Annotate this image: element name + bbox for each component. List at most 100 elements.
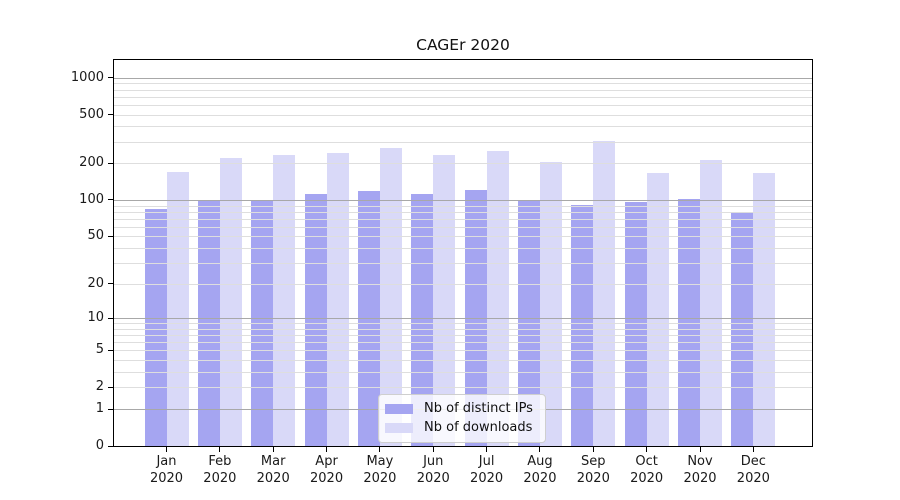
bar-downloads [700,159,722,446]
gridline [114,218,812,220]
x-tick-label: Dec 2020 [736,454,770,486]
x-tick-mark [539,447,541,452]
y-tick-mark [108,114,113,116]
y-tick-label: 5 [95,342,104,358]
x-tick-mark [219,447,221,452]
x-tick-mark [592,447,594,452]
x-tick-mark [326,447,328,452]
y-tick-mark [108,317,113,319]
gridline [114,262,812,264]
x-tick-label: Sep 2020 [576,454,610,486]
x-tick-mark [432,447,434,452]
x-tick-label: Feb 2020 [203,454,237,486]
gridline [114,236,812,238]
x-tick-mark [752,447,754,452]
gridline [114,77,812,79]
x-tick-mark [646,447,648,452]
legend: Nb of distinct IPs Nb of downloads [378,394,546,443]
gridline [114,248,812,250]
y-tick-label: 20 [87,275,104,291]
x-tick-label: Mar 2020 [256,454,290,486]
y-tick-label: 1 [95,401,104,417]
gridline [114,342,812,344]
bar-distinct-ips [571,204,594,446]
gridline [114,104,812,106]
legend-swatch-distinct-ips [385,403,413,414]
chart-title: CAGEr 2020 [416,36,510,54]
y-tick-mark [108,445,113,447]
gridline [114,226,812,228]
y-tick-mark [108,349,113,351]
y-tick-label: 2 [95,379,104,395]
x-tick-label: Jun 2020 [416,454,450,486]
gridline [114,96,812,98]
bar-distinct-ips [678,199,700,446]
x-tick-mark [166,447,167,452]
y-tick-label: 10 [87,310,104,326]
bar-distinct-ips [731,211,754,446]
plot-area: Nb of distinct IPs Nb of downloads [113,59,813,447]
gridline [114,323,812,325]
bar-distinct-ips [144,208,167,446]
gridline [114,141,812,143]
y-tick-label: 200 [79,155,104,171]
y-tick-label: 0 [95,438,104,453]
y-tick-mark [108,77,113,79]
x-tick-label: Apr 2020 [310,454,344,486]
legend-item: Nb of downloads [385,418,537,437]
x-tick-mark [699,447,701,452]
gridline [114,350,812,352]
gridline [114,360,812,362]
legend-item: Nb of distinct IPs [385,399,537,418]
gridline [114,199,812,201]
gridline [114,163,812,165]
gridline [114,89,812,91]
bar-downloads [379,148,402,446]
gridline [114,318,812,320]
y-tick-label: 100 [79,191,104,207]
bar-downloads [753,172,776,446]
y-tick-mark [108,235,113,237]
x-tick-label: Nov 2020 [683,454,717,486]
y-tick-mark [108,408,113,410]
bar-downloads [646,172,669,446]
gridline [114,83,812,85]
y-tick-label: 50 [87,228,104,244]
legend-label: Nb of distinct IPs [424,401,533,416]
gridline [114,211,812,213]
bar-downloads [593,140,616,446]
gridline [114,126,812,128]
gridline [114,283,812,285]
bar-downloads [166,171,189,446]
bar-downloads [326,152,349,446]
x-tick-label: Jan 2020 [149,454,184,486]
gridline [114,335,812,337]
y-tick-label: 500 [79,106,104,122]
bar-downloads [539,161,562,446]
x-tick-label: May 2020 [363,454,397,486]
x-tick-label: Oct 2020 [630,454,664,486]
y-tick-mark [108,283,113,285]
bar-downloads [273,155,296,446]
x-tick-mark [379,447,381,452]
gridline [114,328,812,330]
bar-distinct-ips [251,199,274,446]
x-tick-mark [486,447,488,452]
gridline [114,387,812,389]
y-tick-label: 1000 [70,69,104,85]
legend-swatch-downloads [385,422,413,433]
y-tick-mark [108,386,113,388]
x-tick-label: Aug 2020 [523,454,557,486]
bar-downloads [219,158,242,446]
y-tick-mark [108,162,113,164]
bar-distinct-ips [304,193,327,446]
x-tick-label: Jul 2020 [470,454,504,486]
gridline [114,372,812,374]
x-tick-mark [272,447,274,452]
legend-label: Nb of downloads [424,420,533,435]
gridline [114,114,812,116]
gridline [114,205,812,207]
y-tick-mark [108,199,113,201]
bar-distinct-ips [411,193,434,446]
